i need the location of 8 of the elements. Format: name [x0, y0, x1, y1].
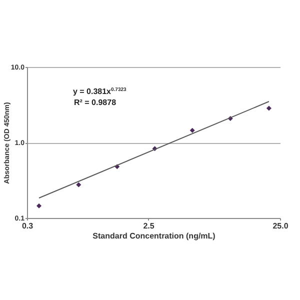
point: [76, 182, 82, 188]
x-axis-title: Standard Concentration (ng/mL): [92, 232, 216, 240]
point: [266, 106, 272, 111]
x-tick-label: 25.0: [272, 222, 289, 230]
x-tick-label: 2.5: [143, 222, 155, 230]
annotation: R² = 0.9878: [74, 98, 117, 107]
x-tick-label: 0.3: [22, 222, 34, 230]
point: [190, 128, 195, 133]
